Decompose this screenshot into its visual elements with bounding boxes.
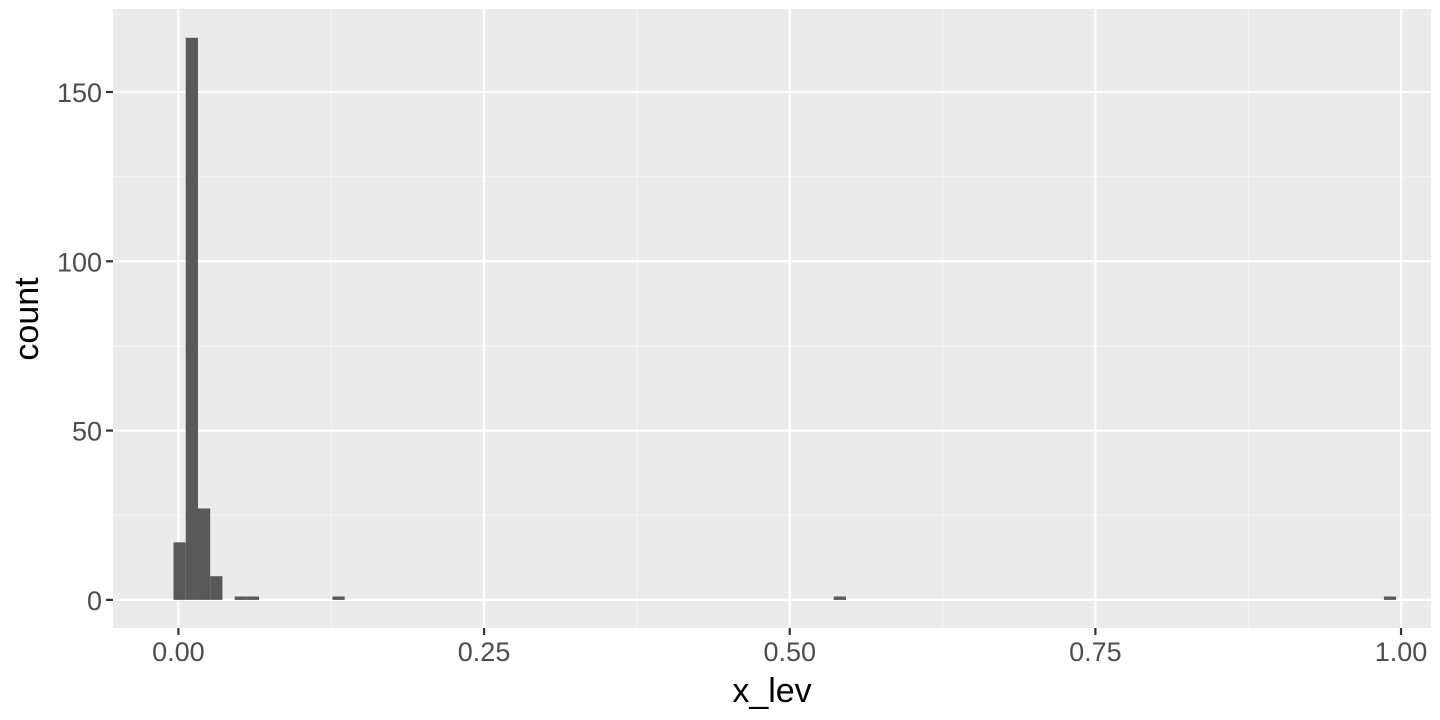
plot-panel (113, 9, 1431, 628)
y-tick-label: 100 (57, 247, 102, 277)
major-gridlines (113, 9, 1431, 628)
x-tick-label: 0.50 (763, 637, 816, 667)
y-tick-label: 50 (72, 417, 102, 447)
histogram-bar (833, 596, 846, 600)
minor-gridlines (113, 9, 1431, 628)
x-tick-label: 0.75 (1069, 637, 1122, 667)
axis-ticks (106, 90, 1403, 635)
x-axis-title: x_lev (732, 672, 811, 710)
histogram-bar (234, 596, 247, 600)
x-tick-label: 0.00 (152, 637, 205, 667)
histogram-bar (1383, 596, 1397, 600)
x-tick-label: 0.25 (458, 637, 511, 667)
histogram-bar (332, 596, 345, 600)
x-tick-label: 1.00 (1375, 637, 1428, 667)
y-tick-label: 150 (57, 78, 102, 108)
histogram-bar (246, 596, 260, 600)
histogram-bars (173, 37, 1397, 600)
histogram-bar (185, 37, 198, 600)
histogram-bar (173, 542, 186, 600)
y-axis-title: count (8, 277, 46, 361)
histogram-bar (197, 508, 211, 600)
axis-tick-labels: 0.00 0.25 0.50 0.75 1.00 0 50 100 150 (57, 78, 1427, 667)
histogram-bar (210, 576, 223, 600)
y-tick-label: 0 (87, 586, 102, 616)
